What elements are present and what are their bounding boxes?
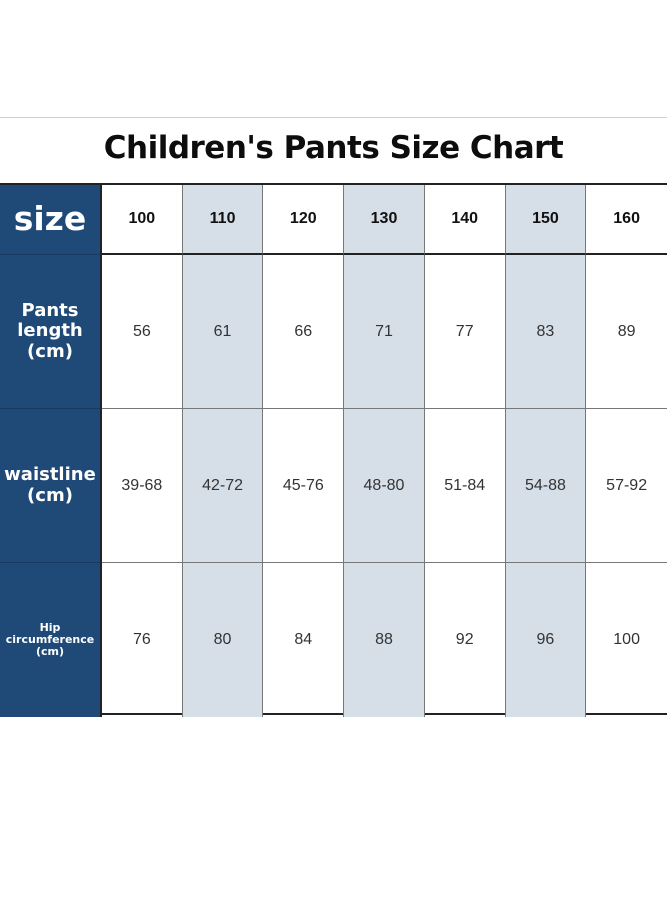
waistline-cell: 42-72 <box>182 409 264 563</box>
size-chart-table: size 100 110 120 130 140 150 160 Pants l… <box>0 183 667 717</box>
row-header-pants-length: Pants length (cm) <box>0 255 102 409</box>
row-header-waistline: waistline (cm) <box>0 409 102 563</box>
pants-length-cell: 56 <box>102 255 183 409</box>
size-header-cell: 120 <box>263 185 345 255</box>
waistline-cell: 57-92 <box>586 409 667 563</box>
size-header-cell: 140 <box>424 185 506 255</box>
waistline-cell: 51-84 <box>424 409 506 563</box>
hip-circumference-cell: 84 <box>263 563 345 717</box>
pants-length-cell: 89 <box>586 255 667 409</box>
waistline-cell: 39-68 <box>102 409 183 563</box>
size-header-cell: 160 <box>586 185 667 255</box>
hip-circumference-cell: 92 <box>425 563 506 717</box>
size-header-cell: 100 <box>102 185 183 255</box>
pants-length-cell: 77 <box>424 255 506 409</box>
hip-circumference-cell: 88 <box>344 563 425 717</box>
waistline-cell: 48-80 <box>344 409 425 563</box>
waistline-cell: 45-76 <box>263 409 345 563</box>
waistline-cell: 54-88 <box>505 409 587 563</box>
hip-circumference-cell: 76 <box>102 563 183 717</box>
top-divider <box>0 117 667 118</box>
hip-circumference-cell: 80 <box>182 563 264 717</box>
row-header-size: size <box>0 185 102 255</box>
pants-length-cell: 83 <box>505 255 587 409</box>
hip-circumference-cell: 100 <box>613 631 640 648</box>
page-title: Children's Pants Size Chart <box>103 130 564 166</box>
size-header-cell: 130 <box>344 185 425 255</box>
size-header-cell: 110 <box>182 185 264 255</box>
row-header-hip-circumference: Hip circumference (cm) <box>0 563 102 717</box>
pants-length-cell: 61 <box>182 255 264 409</box>
pants-length-cell: 66 <box>263 255 345 409</box>
size-header-cell: 150 <box>505 185 587 255</box>
hip-circumference-cell: 96 <box>505 563 587 717</box>
pants-length-cell: 71 <box>344 255 425 409</box>
